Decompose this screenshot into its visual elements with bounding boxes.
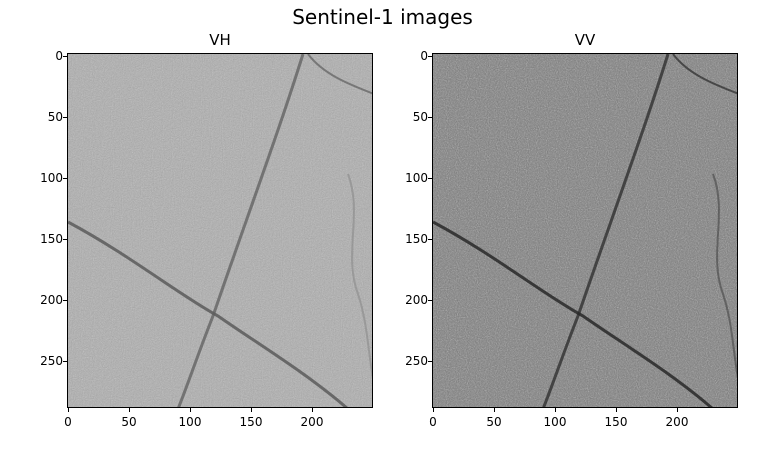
vh-image-texture <box>68 54 372 407</box>
vh-xtick-mark <box>129 408 130 412</box>
vh-panel-title: VH <box>209 31 231 49</box>
vv-ytick-label: 100 <box>405 171 428 185</box>
vh-ytick-mark <box>63 117 67 118</box>
vh-edge-line <box>307 54 372 95</box>
vh-xtick-label: 0 <box>64 415 72 429</box>
vh-image <box>67 53 373 408</box>
vv-xtick-label: 100 <box>543 415 567 429</box>
vh-ytick-label: 250 <box>40 354 63 368</box>
vv-ytick-mark <box>428 239 432 240</box>
vh-ytick-label: 50 <box>47 110 63 124</box>
vv-ytick-label: 200 <box>405 293 428 307</box>
vh-xtick-label: 100 <box>178 415 202 429</box>
vh-xtick-label: 150 <box>239 415 263 429</box>
vv-diagonal-line <box>433 220 713 407</box>
vv-xtick-mark <box>555 408 556 412</box>
vh-right-curve <box>347 173 372 379</box>
vv-ytick-mark <box>428 361 432 362</box>
vh-ytick-mark <box>63 239 67 240</box>
vv-ytick-label: 50 <box>412 110 428 124</box>
vh-xtick-mark <box>190 408 191 412</box>
vh-xtick-label: 50 <box>121 415 137 429</box>
vv-xtick-label: 0 <box>429 415 437 429</box>
vh-xtick-mark <box>68 408 69 412</box>
vv-xtick-label: 50 <box>486 415 502 429</box>
vh-oblique-line <box>177 54 305 407</box>
vh-ytick-mark <box>63 361 67 362</box>
vh-xtick-mark <box>251 408 252 412</box>
vv-xtick-mark <box>616 408 617 412</box>
vv-ytick-mark <box>428 300 432 301</box>
vv-right-curve <box>712 173 737 379</box>
vv-ytick-mark <box>428 56 432 57</box>
vv-ytick-label: 150 <box>405 232 428 246</box>
vv-ytick-label: 0 <box>420 49 428 63</box>
vh-ytick-label: 100 <box>40 171 63 185</box>
vh-xtick-mark <box>312 408 313 412</box>
vv-xtick-label: 200 <box>665 415 689 429</box>
vh-diagonal-line <box>68 220 348 407</box>
vv-edge-line <box>672 54 737 95</box>
vv-xtick-mark <box>677 408 678 412</box>
vh-ytick-mark <box>63 56 67 57</box>
vv-ytick-label: 250 <box>405 354 428 368</box>
vv-xtick-mark <box>433 408 434 412</box>
vh-xtick-label: 200 <box>300 415 324 429</box>
vv-xtick-mark <box>494 408 495 412</box>
vv-xtick-label: 150 <box>604 415 628 429</box>
vh-ytick-mark <box>63 300 67 301</box>
vh-ytick-label: 150 <box>40 232 63 246</box>
vv-oblique-line <box>542 54 670 407</box>
vv-image-texture <box>433 54 737 407</box>
figure-title: Sentinel-1 images <box>292 5 473 29</box>
vv-panel-title: VV <box>574 31 596 49</box>
vv-image <box>432 53 738 408</box>
vh-ytick-label: 200 <box>40 293 63 307</box>
vh-ytick-label: 0 <box>55 49 63 63</box>
vv-ytick-mark <box>428 178 432 179</box>
vv-ytick-mark <box>428 117 432 118</box>
vh-ytick-mark <box>63 178 67 179</box>
